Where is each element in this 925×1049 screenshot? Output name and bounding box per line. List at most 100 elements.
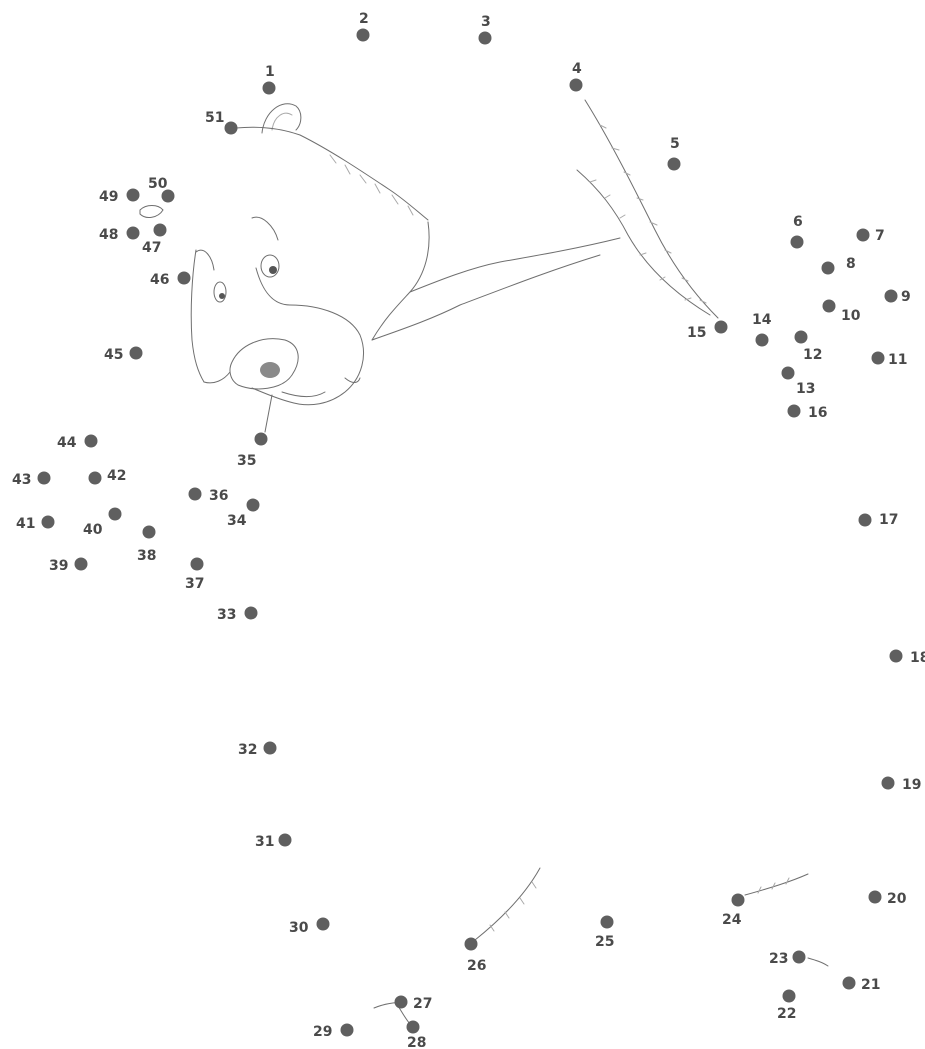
dot-number-label: 41 [16, 516, 35, 532]
dot-number-label: 12 [803, 347, 822, 363]
bear-nose-sketch [229, 338, 299, 390]
dot-2: 2 [356, 11, 370, 42]
dot-28: 28 [406, 1020, 426, 1049]
dot-number-label: 7 [875, 228, 885, 244]
bear-foot-texture [757, 877, 790, 894]
dot-number-label: 28 [407, 1035, 426, 1049]
dot-marker [88, 471, 102, 485]
dot-5: 5 [667, 136, 681, 171]
dot-marker [406, 1020, 420, 1034]
dot-marker [190, 557, 204, 571]
dot-1: 1 [262, 64, 276, 95]
bear-eyebrow-right-sketch [251, 216, 279, 241]
dot-45: 45 [104, 346, 143, 363]
dot-number-label: 32 [238, 742, 257, 758]
dot-51: 51 [205, 110, 238, 135]
dot-number-label: 49 [99, 189, 118, 205]
dot-number-label: 15 [687, 325, 706, 341]
dot-number-label: 5 [670, 136, 680, 152]
dot-number-label: 31 [255, 834, 274, 850]
bear-pupil-left [219, 293, 225, 299]
dot-number-label: 30 [289, 920, 309, 936]
dot-number-label: 20 [887, 891, 907, 907]
branch-lower-sketch [576, 169, 711, 316]
dot-marker [244, 606, 258, 620]
dot-13: 13 [781, 366, 815, 397]
dot-marker [889, 649, 903, 663]
dot-7: 7 [856, 228, 885, 244]
dot-32: 32 [238, 741, 277, 758]
dot-35: 35 [237, 432, 268, 469]
dot-marker [41, 515, 55, 529]
dot-number-label: 13 [796, 381, 815, 397]
dot-marker [782, 989, 796, 1003]
dot-number-label: 34 [227, 513, 247, 529]
dot-number-label: 40 [83, 522, 103, 538]
dot-36: 36 [188, 487, 228, 504]
dot-number-label: 48 [99, 227, 118, 243]
dot-number-label: 4 [572, 61, 582, 77]
dot-number-label: 19 [902, 777, 921, 793]
dot-marker [856, 228, 870, 242]
dots-layer: 12 34567891011121314151617181920212223242… [12, 11, 925, 1049]
dot-9: 9 [884, 289, 911, 305]
dot-8: 8 [821, 256, 856, 275]
dot-number-label: 22 [777, 1006, 796, 1022]
dot-42: 42 [88, 468, 126, 485]
dot-31: 31 [255, 833, 292, 850]
dot-number-label: 10 [841, 308, 861, 324]
bear-ear-sketch [261, 103, 302, 134]
dot-40: 40 [83, 507, 122, 538]
dot-47: 47 [142, 223, 167, 256]
dot-number-label: 37 [185, 576, 204, 592]
dot-20: 20 [868, 890, 907, 907]
dot-number-label: 26 [467, 958, 486, 974]
dot-number-label: 33 [217, 607, 236, 623]
dot-marker [822, 299, 836, 313]
dot-marker [714, 320, 728, 334]
dot-15: 15 [687, 320, 728, 341]
dot-marker [731, 893, 745, 907]
dot-number-label: 18 [910, 650, 925, 666]
dot-marker [478, 31, 492, 45]
bear-chin-sketch [264, 394, 273, 433]
bear-snout-sketch [251, 267, 364, 406]
dot-43: 43 [12, 471, 51, 488]
dot-marker [126, 226, 140, 240]
bear-fur-sketch [329, 154, 414, 216]
dot-marker [262, 81, 276, 95]
dot-number-label: 51 [205, 110, 224, 126]
dot-27: 27 [394, 995, 432, 1012]
dot-21: 21 [842, 976, 880, 993]
dot-44: 44 [57, 434, 98, 451]
dot-number-label: 1 [265, 64, 275, 80]
bear-mouth-sketch [281, 377, 361, 397]
bear-sketch [139, 99, 829, 1025]
bear-arm-sketch [409, 237, 621, 293]
dot-marker [842, 976, 856, 990]
branch-lower-texture [589, 179, 692, 301]
dot-marker [792, 950, 806, 964]
dot-number-label: 16 [808, 405, 827, 421]
dot-number-label: 42 [107, 468, 126, 484]
dot-marker [254, 432, 268, 446]
dot-38: 38 [137, 525, 156, 564]
dot-marker [129, 346, 143, 360]
dot-marker [356, 28, 370, 42]
dot-marker [278, 833, 292, 847]
dot-number-label: 9 [901, 289, 911, 305]
dot-22: 22 [777, 989, 796, 1022]
bear-leg-texture [489, 881, 537, 932]
bear-pupil-right [269, 266, 277, 274]
dot-marker [224, 121, 238, 135]
dot-marker [821, 261, 835, 275]
dot-6: 6 [790, 214, 804, 249]
branch-upper-sketch [584, 99, 719, 319]
dot-24: 24 [722, 893, 745, 928]
dot-marker [868, 890, 882, 904]
dot-11: 11 [871, 351, 907, 368]
bear-nostril [260, 362, 280, 378]
bear-foot-stroke-sketch [744, 873, 809, 896]
dot-marker [667, 157, 681, 171]
dot-number-label: 25 [595, 934, 614, 950]
